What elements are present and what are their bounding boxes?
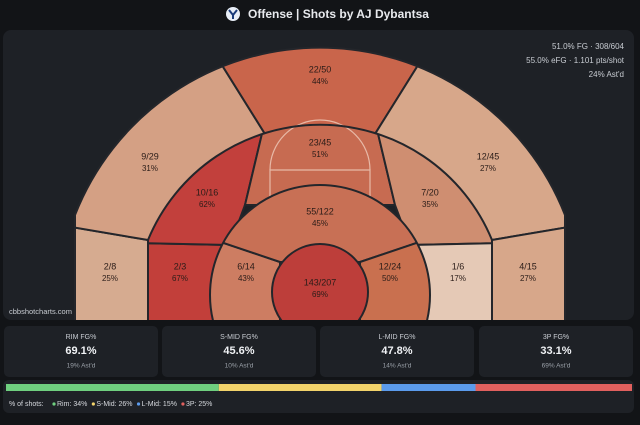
zone	[359, 233, 430, 320]
card	[320, 326, 474, 377]
legend-label: Rim: 34%	[57, 401, 87, 408]
share-segment	[218, 384, 382, 391]
legend-dot	[52, 402, 56, 406]
ft-circle	[269, 119, 371, 171]
card-label: RIM FG%	[66, 334, 97, 341]
share-title: % of shots:	[9, 401, 44, 408]
card-sub: 10% Ast'd	[225, 363, 254, 370]
card-label: L-MID FG%	[379, 334, 416, 341]
zone-made-att: 2/8	[104, 261, 117, 271]
outline	[271, 243, 369, 320]
card-sub: 69% Ast'd	[542, 363, 571, 370]
summary: 55.0% eFG · 1.101 pts/shot	[526, 56, 625, 65]
zone-pct: 17%	[450, 274, 466, 283]
zone-pct: 50%	[382, 274, 398, 283]
card-value: 69.1%	[65, 345, 96, 357]
legend-dot	[181, 402, 185, 406]
zone-pct: 43%	[238, 274, 254, 283]
logo	[226, 7, 240, 21]
share-bar	[6, 384, 632, 391]
legend-label: S-Mid: 26%	[96, 401, 132, 408]
zone-made-att: 55/122	[306, 206, 334, 216]
zone-pct: 27%	[480, 164, 496, 173]
zone-pct: 35%	[422, 200, 438, 209]
card-value: 45.6%	[223, 345, 254, 357]
zone-pct: 62%	[199, 200, 215, 209]
zone-pct: 45%	[312, 219, 328, 228]
zone-pct: 69%	[312, 290, 328, 299]
zone-made-att: 4/15	[519, 261, 537, 271]
court: 2/8 25% 9/29 31% 22/50 44% 12/45 27% 4/15 27% 2/3 6…	[74, 46, 566, 320]
zone-made-att: 143/207	[304, 277, 337, 287]
zone-pct: 27%	[520, 274, 536, 283]
outline	[147, 123, 493, 320]
summary: 51.0% FG · 308/604	[552, 42, 625, 51]
zone	[491, 213, 565, 320]
card-value: 47.8%	[381, 345, 412, 357]
card-sub: 19% Ast'd	[67, 363, 96, 370]
zone-made-att: 9/29	[141, 151, 159, 161]
card	[162, 326, 316, 377]
zone-pct: 31%	[142, 164, 158, 173]
legend-label: L-Mid: 15%	[142, 401, 177, 408]
outlines	[74, 46, 566, 320]
card	[4, 326, 158, 377]
card-value: 33.1%	[540, 345, 571, 357]
card	[479, 326, 633, 377]
zone-made-att: 12/24	[379, 261, 402, 271]
summary: 24% Ast'd	[589, 70, 624, 79]
zone-made-att: 1/6	[452, 261, 465, 271]
zone-pct: 67%	[172, 274, 188, 283]
zone-pct: 25%	[102, 274, 118, 283]
outline	[209, 184, 431, 320]
legend: Rim: 34% S-Mid: 26% L-Mid: 15% 3P: 25%	[52, 401, 212, 408]
zone-made-att: 7/20	[421, 187, 439, 197]
title: Offense | Shots by AJ Dybantsa	[248, 7, 429, 21]
zone-made-att: 10/16	[196, 187, 219, 197]
zone-made-att: 6/14	[237, 261, 255, 271]
zone-made-att: 2/3	[174, 261, 187, 271]
card-label: 3P FG%	[543, 334, 569, 341]
zone-made-att: 12/45	[477, 151, 500, 161]
card-label: S-MID FG%	[220, 334, 258, 341]
zone-made-att: 23/45	[309, 137, 332, 147]
legend-label: 3P: 25%	[186, 401, 212, 408]
legend-dot	[91, 402, 95, 406]
zone-made-att: 22/50	[309, 64, 332, 74]
share-segment	[475, 384, 632, 391]
cards: RIM FG% 69.1% 19% Ast'd S-MID FG% 45.6% 10% A…	[4, 326, 633, 377]
outline	[74, 46, 566, 320]
share-segment	[381, 384, 476, 391]
zone-group	[210, 185, 430, 320]
source: cbbshotcharts.com	[9, 307, 72, 316]
card-sub: 14% Ast'd	[383, 363, 412, 370]
legend-dot	[136, 402, 141, 406]
zone-pct: 51%	[312, 150, 328, 159]
share-segment	[6, 384, 219, 391]
zone-pct: 44%	[312, 77, 328, 86]
